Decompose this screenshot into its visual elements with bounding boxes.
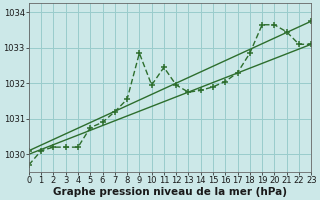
- X-axis label: Graphe pression niveau de la mer (hPa): Graphe pression niveau de la mer (hPa): [53, 187, 287, 197]
